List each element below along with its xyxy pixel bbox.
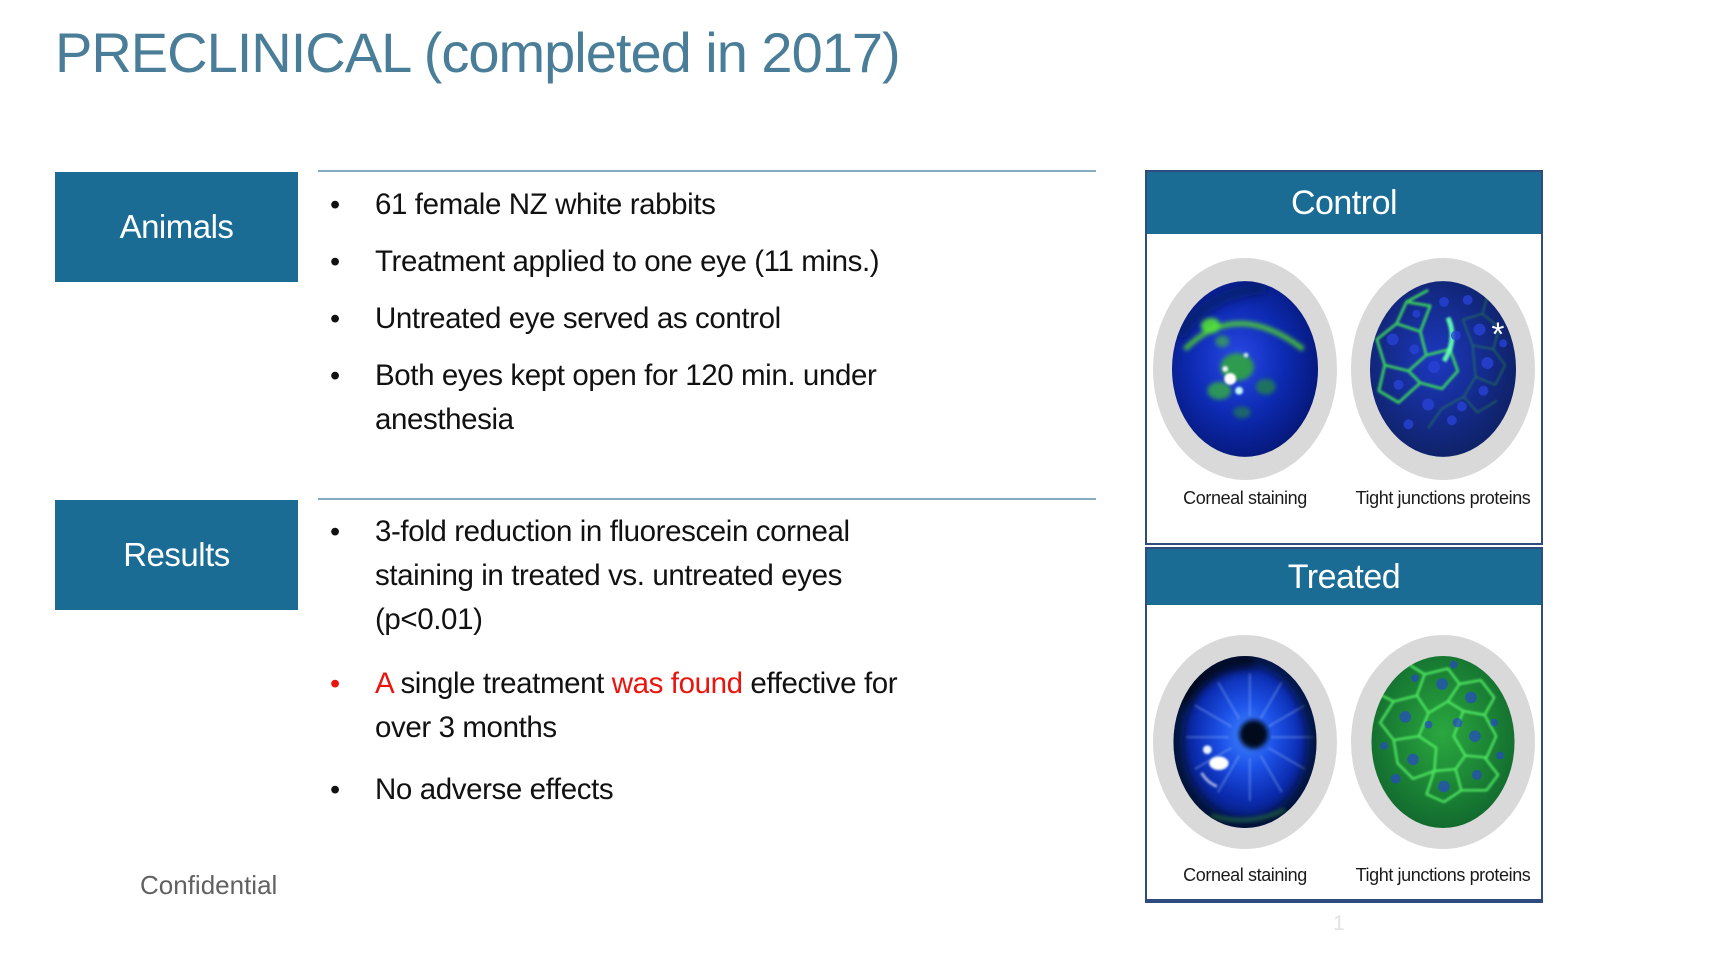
control-corneal-staining-photo <box>1171 281 1319 457</box>
results-bullet-1-line-1: 3-fold reduction in fluorescein corneal <box>375 515 850 548</box>
results-bullet-3: • No adverse effects <box>330 768 897 812</box>
animals-label: Animals <box>119 208 234 245</box>
results-bullet-2-line-1: A single treatment was found effective f… <box>375 662 898 706</box>
asterisk-marker: * <box>1491 316 1504 353</box>
plain-text: single treatment <box>392 667 612 700</box>
bullet-icon: • <box>330 516 341 548</box>
bullet-icon: • <box>330 303 341 335</box>
control-panel-header: Control <box>1147 172 1541 234</box>
treated-panel: Treated <box>1145 547 1543 903</box>
results-bullet-1: • 3-fold reduction in fluorescein cornea… <box>330 510 897 642</box>
animals-divider-line <box>318 170 1096 172</box>
animals-bullet-4-line-2: anesthesia <box>375 403 514 436</box>
animals-bullet-3-text: Untreated eye served as control <box>375 302 781 335</box>
results-label-box: Results <box>55 500 298 610</box>
bullet-icon-red: • <box>330 668 341 700</box>
animals-bullet-2-text: Treatment applied to one eye (11 mins.) <box>375 245 880 278</box>
results-label: Results <box>123 536 230 573</box>
results-bullet-1-line-2: staining in treated vs. untreated eyes <box>375 559 842 592</box>
results-bullet-2: • A single treatment was found effective… <box>330 662 898 750</box>
bullet-icon: • <box>330 189 341 221</box>
confidential-footer: Confidential <box>140 870 278 900</box>
animals-bullet-4-line-1: Both eyes kept open for 120 min. under <box>375 359 877 392</box>
bullet-icon: • <box>330 360 341 392</box>
photo-ring <box>1351 635 1535 849</box>
results-bullet-2-line-2: over 3 months <box>375 711 557 744</box>
highlight-text: was found <box>611 667 743 700</box>
page-number: 1 <box>1333 912 1345 935</box>
control-caption-right: Tight junctions proteins <box>1355 488 1531 508</box>
treated-caption-left: Corneal staining <box>1183 865 1307 885</box>
results-bullet-1-line-3: (p<0.01) <box>375 603 483 636</box>
animals-bullet-1: • 61 female NZ white rabbits <box>330 183 879 227</box>
photo-ring <box>1153 258 1337 480</box>
control-tight-junctions-photo: * <box>1369 281 1517 457</box>
treated-panel-header: Treated <box>1147 549 1541 605</box>
treated-caption-right: Tight junctions proteins <box>1355 865 1531 885</box>
control-caption-left: Corneal staining <box>1183 488 1307 508</box>
slide-title: PRECLINICAL (completed in 2017) <box>55 21 901 84</box>
animals-bullet-3: • Untreated eye served as control <box>330 297 879 341</box>
treated-photos-row <box>1147 605 1541 849</box>
treated-tight-junctions-photo <box>1371 655 1515 829</box>
photo-ring <box>1153 635 1337 849</box>
control-captions-row: Corneal staining Tight junctions protein… <box>1147 480 1541 509</box>
animals-bullet-list: • 61 female NZ white rabbits • Treatment… <box>330 183 880 442</box>
animals-bullet-1-text: 61 female NZ white rabbits <box>375 188 716 221</box>
results-divider-line <box>318 498 1096 500</box>
animals-bullet-2: • Treatment applied to one eye (11 mins.… <box>330 240 880 284</box>
control-panel: Control <box>1145 170 1543 545</box>
bullet-icon: • <box>330 246 341 278</box>
results-bullet-3-text: No adverse effects <box>375 773 614 806</box>
animals-bullet-4: • Both eyes kept open for 120 min. under… <box>330 354 879 442</box>
results-bullet-list: • 3-fold reduction in fluorescein cornea… <box>330 510 898 812</box>
plain-text: effective for <box>742 667 898 700</box>
control-photos-row: * <box>1147 234 1541 480</box>
animals-label-box: Animals <box>55 172 298 282</box>
bullet-icon: • <box>330 774 341 806</box>
photo-ring: * <box>1351 258 1535 480</box>
highlight-text: A <box>375 667 393 700</box>
treated-corneal-staining-photo <box>1173 655 1317 829</box>
treated-captions-row: Corneal staining Tight junctions protein… <box>1147 849 1541 886</box>
